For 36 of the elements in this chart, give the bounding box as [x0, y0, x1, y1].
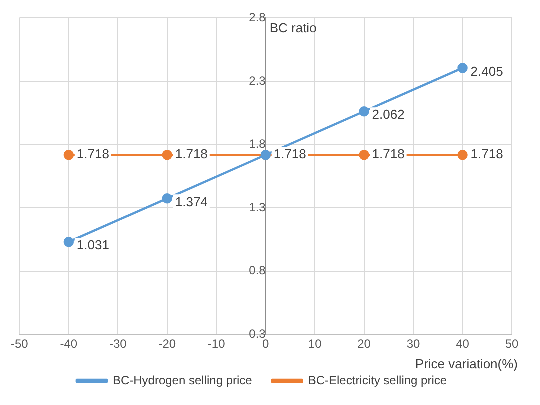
point: [162, 150, 172, 160]
x-tick-label: -10: [208, 337, 226, 352]
y-tick-label: 2.8: [249, 10, 266, 25]
point: [64, 150, 74, 160]
data-label: 1.718: [76, 146, 110, 162]
data-label: 1.374: [175, 194, 208, 210]
x-tick-label: -20: [158, 337, 176, 352]
y-tick-label: 2.3: [249, 74, 266, 88]
x-tick-label: 10: [308, 337, 322, 352]
point: [458, 63, 468, 74]
legend-label: BC-Hydrogen selling price: [112, 373, 253, 388]
data-label: 1.718: [274, 146, 306, 162]
legend-label: BC-Electricity selling price: [308, 373, 448, 388]
x-tick-label: -30: [109, 337, 128, 352]
y-tick-label: 0.8: [249, 264, 266, 278]
point: [359, 150, 370, 160]
y-tick-label: 1.8: [249, 137, 266, 152]
point: [64, 236, 74, 248]
x-tick-label: 30: [406, 337, 421, 352]
point: [458, 150, 468, 160]
x-tick-label: -50: [11, 337, 29, 352]
x-tick-label: 20: [358, 337, 372, 352]
x-tick-label: -40: [60, 337, 78, 352]
data-label: 1.718: [470, 146, 504, 162]
x-tick-label: 50: [505, 337, 519, 352]
point: [162, 194, 172, 204]
y-tick-label: 1.3: [249, 200, 266, 214]
data-label: 1.718: [372, 146, 405, 162]
x-axis-title: Price variation(%): [415, 356, 518, 372]
data-label: 1.718: [175, 146, 208, 162]
data-label: 2.405: [470, 64, 504, 79]
point: [359, 106, 370, 117]
x-tick-label: 40: [456, 337, 470, 352]
data-label: 1.031: [76, 238, 110, 253]
data-label: 2.062: [372, 107, 405, 122]
y-axis-title: BC ratio: [270, 20, 317, 36]
